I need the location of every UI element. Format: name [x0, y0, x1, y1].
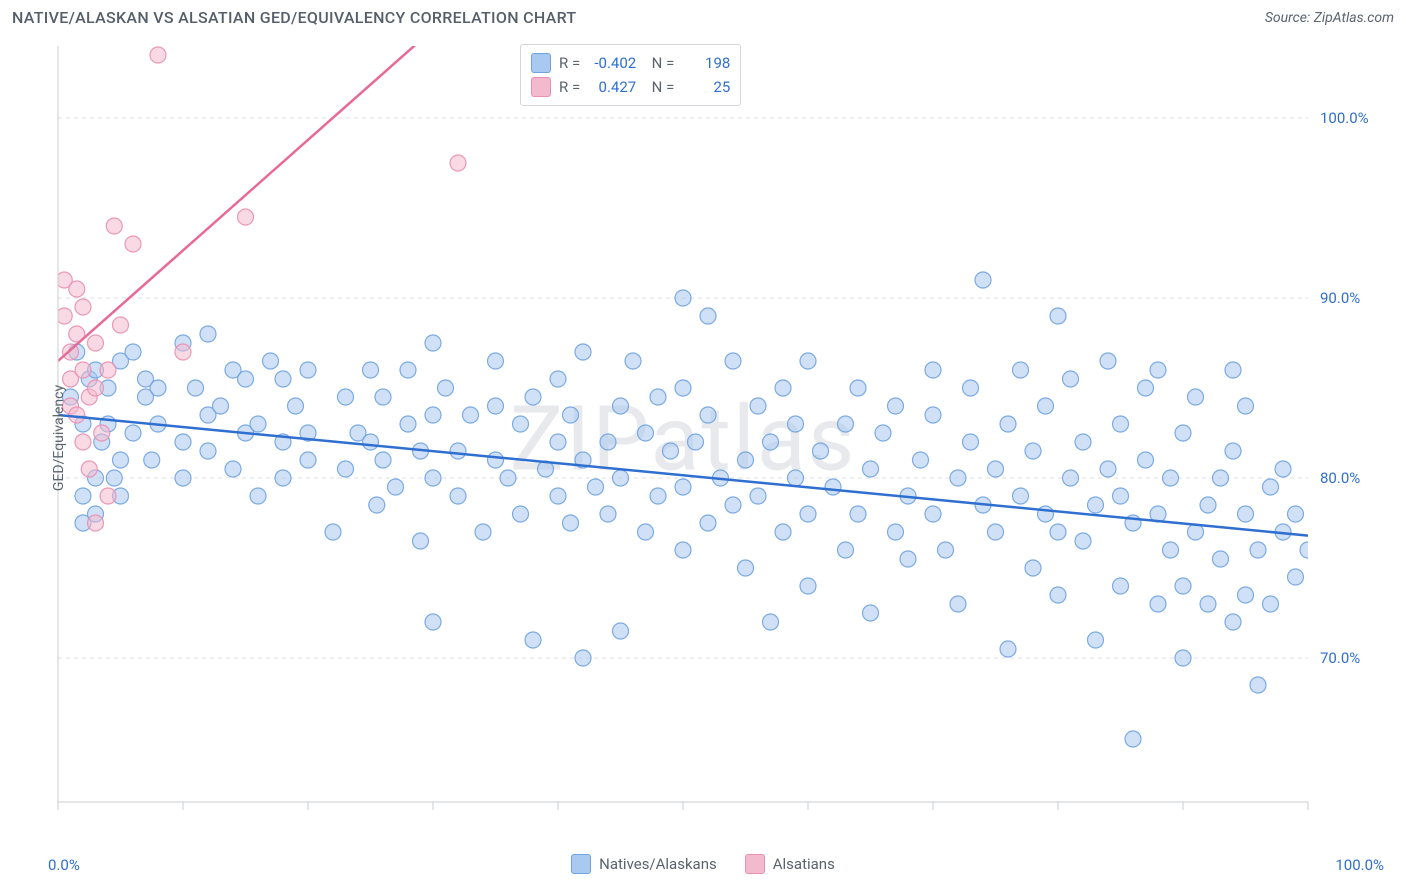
chart-area: GED/Equivalency 70.0%80.0%90.0%100.0%ZIP…: [10, 44, 1396, 832]
chart-title: NATIVE/ALASKAN VS ALSATIAN GED/EQUIVALEN…: [12, 8, 576, 27]
y-axis-label: GED/Equivalency: [51, 385, 67, 491]
svg-text:70.0%: 70.0%: [1320, 649, 1360, 667]
svg-text:80.0%: 80.0%: [1320, 469, 1360, 487]
legend-label: Natives/Alaskans: [599, 855, 717, 873]
stat-n: 25: [682, 75, 730, 99]
series-legend: Natives/Alaskans Alsatians: [0, 854, 1406, 874]
svg-text:90.0%: 90.0%: [1320, 289, 1360, 307]
chart-header: NATIVE/ALASKAN VS ALSATIAN GED/EQUIVALEN…: [0, 0, 1406, 31]
legend-label: Alsatians: [773, 855, 835, 873]
legend-swatch: [745, 854, 765, 874]
legend-item: Alsatians: [745, 854, 835, 874]
scatter-chart: 70.0%80.0%90.0%100.0%ZIPatlas: [10, 44, 1396, 832]
chart-source: Source: ZipAtlas.com: [1265, 10, 1394, 26]
stat-r: 0.427: [588, 75, 636, 99]
stats-legend: R = -0.402 N = 198 R = 0.427 N = 25: [520, 44, 741, 106]
x-axis-max-label: 100.0%: [1335, 856, 1384, 874]
legend-swatch: [531, 53, 551, 73]
stats-legend-row: R = 0.427 N = 25: [531, 75, 730, 99]
legend-swatch: [571, 854, 591, 874]
stat-n: 198: [682, 51, 730, 75]
legend-swatch: [531, 77, 551, 97]
legend-item: Natives/Alaskans: [571, 854, 717, 874]
stats-legend-row: R = -0.402 N = 198: [531, 51, 730, 75]
stat-r: -0.402: [588, 51, 636, 75]
svg-text:100.0%: 100.0%: [1320, 109, 1369, 127]
